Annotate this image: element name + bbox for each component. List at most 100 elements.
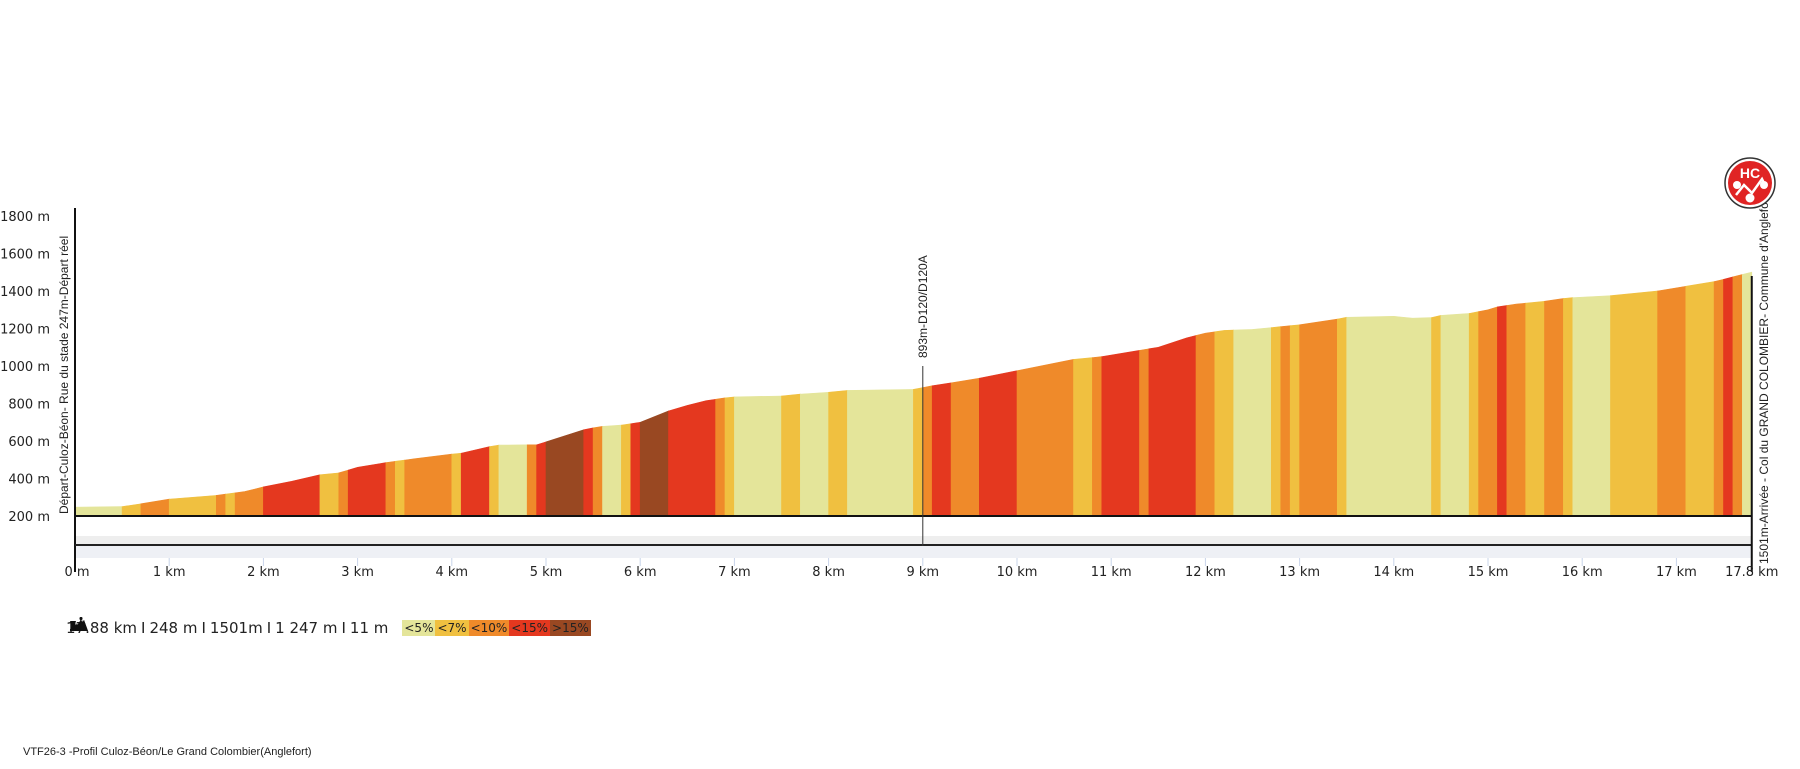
grade-segment <box>1195 331 1216 517</box>
x-tick-label: 16 km <box>1562 565 1603 580</box>
grade-segment <box>1092 356 1103 517</box>
y-tick-label: 600 m <box>8 435 50 450</box>
x-tick-label: 7 km <box>718 565 751 580</box>
grade-segment <box>592 426 603 517</box>
grade-segment <box>545 429 585 517</box>
grade-segment <box>583 427 594 517</box>
legend-item-lt10: <10% <box>468 620 510 636</box>
grade-segment <box>799 391 829 517</box>
grade-segment <box>1657 285 1687 517</box>
y-tick-label: 1800 m <box>0 210 50 225</box>
stat-descent: 11 m <box>349 619 389 637</box>
grade-segment <box>234 486 264 517</box>
stat-ascent: 1 247 m <box>275 619 338 637</box>
grade-segment <box>1016 359 1074 517</box>
grade-segment <box>922 385 933 517</box>
x-tick-label: 17.8 km <box>1725 565 1778 580</box>
grade-segment <box>1468 311 1479 517</box>
legend-item-lt15: <15% <box>509 620 551 636</box>
grade-segment <box>140 498 170 517</box>
hc-badge-label: HC <box>1740 165 1760 181</box>
grade-legend: <5% <7% <10% <15% >15% <box>402 620 591 636</box>
mid-annotation: 893m-D120/D120A <box>916 255 930 358</box>
grade-segment <box>74 506 123 517</box>
x-tick-label: 11 km <box>1091 565 1132 580</box>
x-tick-label: 13 km <box>1279 565 1320 580</box>
grade-segment <box>828 390 848 517</box>
x-tick-label: 4 km <box>435 565 468 580</box>
grade-segment <box>347 462 387 517</box>
grade-segment <box>1233 327 1272 517</box>
grade-segment <box>385 460 396 517</box>
grade-segment <box>121 503 142 517</box>
grade-segment <box>1741 271 1753 517</box>
x-tick-label: 15 km <box>1468 565 1509 580</box>
legend-item-lt5: <5% <box>402 620 436 636</box>
grade-segment <box>621 423 632 517</box>
hc-badge-icon: HC <box>1724 157 1776 209</box>
grade-segment <box>630 421 641 517</box>
x-tick-label: 1 km <box>153 565 186 580</box>
grade-segment <box>1440 313 1470 517</box>
grade-segment <box>263 474 321 517</box>
grade-segment <box>1214 329 1235 517</box>
grade-segment <box>460 446 490 517</box>
grade-segment <box>724 396 735 517</box>
x-tick-label: 0 m <box>64 565 89 580</box>
y-tick-label: 1000 m <box>0 360 50 375</box>
grade-segment <box>1148 335 1197 517</box>
grade-segment <box>1289 324 1300 517</box>
x-tick-label: 17 km <box>1656 565 1697 580</box>
grade-segment <box>526 444 537 517</box>
legend-item-gt15: >15% <box>550 620 591 636</box>
y-tick-label: 1400 m <box>0 285 50 300</box>
grade-segment <box>913 387 924 517</box>
grade-segment <box>536 441 547 517</box>
grade-segment <box>168 495 217 517</box>
x-tick-label: 2 km <box>247 565 280 580</box>
x-tick-label: 9 km <box>906 565 939 580</box>
grade-segment <box>319 472 340 517</box>
x-tick-label: 8 km <box>812 565 845 580</box>
grade-segment <box>1572 295 1611 517</box>
grade-segment <box>668 398 716 517</box>
grade-segment <box>1563 297 1574 517</box>
grade-segment <box>639 410 669 517</box>
axis-band-lower <box>75 546 1752 558</box>
stat-min-altitude: 248 m <box>149 619 198 637</box>
grade-segment <box>1506 302 1527 517</box>
grade-segment <box>931 382 952 517</box>
grade-segment <box>216 493 227 517</box>
footer-title: VTF26-3 -Profil Culoz-Béon/Le Grand Colo… <box>23 746 312 758</box>
grade-segment <box>781 393 801 517</box>
y-tick-label: 400 m <box>8 473 50 488</box>
grade-segment <box>1713 279 1724 517</box>
finish-annotation: 1501m-Arrivée - Col du GRAND COLOMBIER- … <box>1757 194 1771 564</box>
grade-segment <box>734 395 782 517</box>
grade-segment <box>1544 298 1564 517</box>
stat-max-altitude: 1501m <box>209 619 263 637</box>
grade-segment <box>1732 274 1743 517</box>
axes <box>74 208 1753 572</box>
x-axis-ticks: 0 m 1 km 2 km 3 km 4 km 5 km 6 km 7 km 8 km 9 km 1… <box>64 558 1778 580</box>
elevation-profile-chart: 200 m 400 m 600 m 800 m 1000 m 1200 m 1400 m 16… <box>0 157 1778 580</box>
grade-segment <box>451 452 462 517</box>
x-tick-label: 5 km <box>530 565 563 580</box>
y-tick-label: 200 m <box>8 510 50 525</box>
grade-segment <box>1139 348 1150 517</box>
x-tick-label: 3 km <box>341 565 374 580</box>
grade-segment <box>1525 300 1545 517</box>
y-axis-ticks: 200 m 400 m 600 m 800 m 1000 m 1200 m 1400 m 16… <box>0 210 50 525</box>
grade-segment <box>394 459 405 517</box>
grade-segment <box>1723 276 1734 517</box>
grade-segment <box>489 444 500 517</box>
grade-segment <box>1685 281 1715 517</box>
grade-segment <box>847 389 914 517</box>
grade-segment <box>1478 306 1498 517</box>
grade-segment <box>1101 350 1140 517</box>
grade-segment <box>950 377 980 517</box>
grade-segment <box>602 424 622 517</box>
y-tick-label: 1600 m <box>0 248 50 263</box>
x-tick-label: 10 km <box>997 565 1038 580</box>
grade-segment <box>1497 305 1508 517</box>
